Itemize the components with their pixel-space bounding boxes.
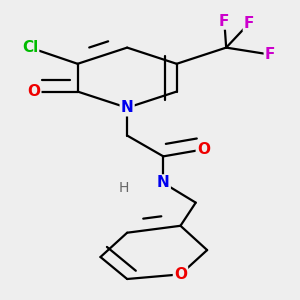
Text: O: O bbox=[27, 84, 40, 99]
Text: F: F bbox=[244, 16, 254, 31]
Text: O: O bbox=[174, 267, 187, 282]
Text: F: F bbox=[265, 47, 275, 62]
Text: N: N bbox=[157, 176, 170, 190]
Text: O: O bbox=[197, 142, 210, 157]
Text: N: N bbox=[121, 100, 134, 115]
Text: H: H bbox=[118, 181, 128, 195]
Text: Cl: Cl bbox=[22, 40, 38, 55]
Text: F: F bbox=[219, 14, 230, 28]
